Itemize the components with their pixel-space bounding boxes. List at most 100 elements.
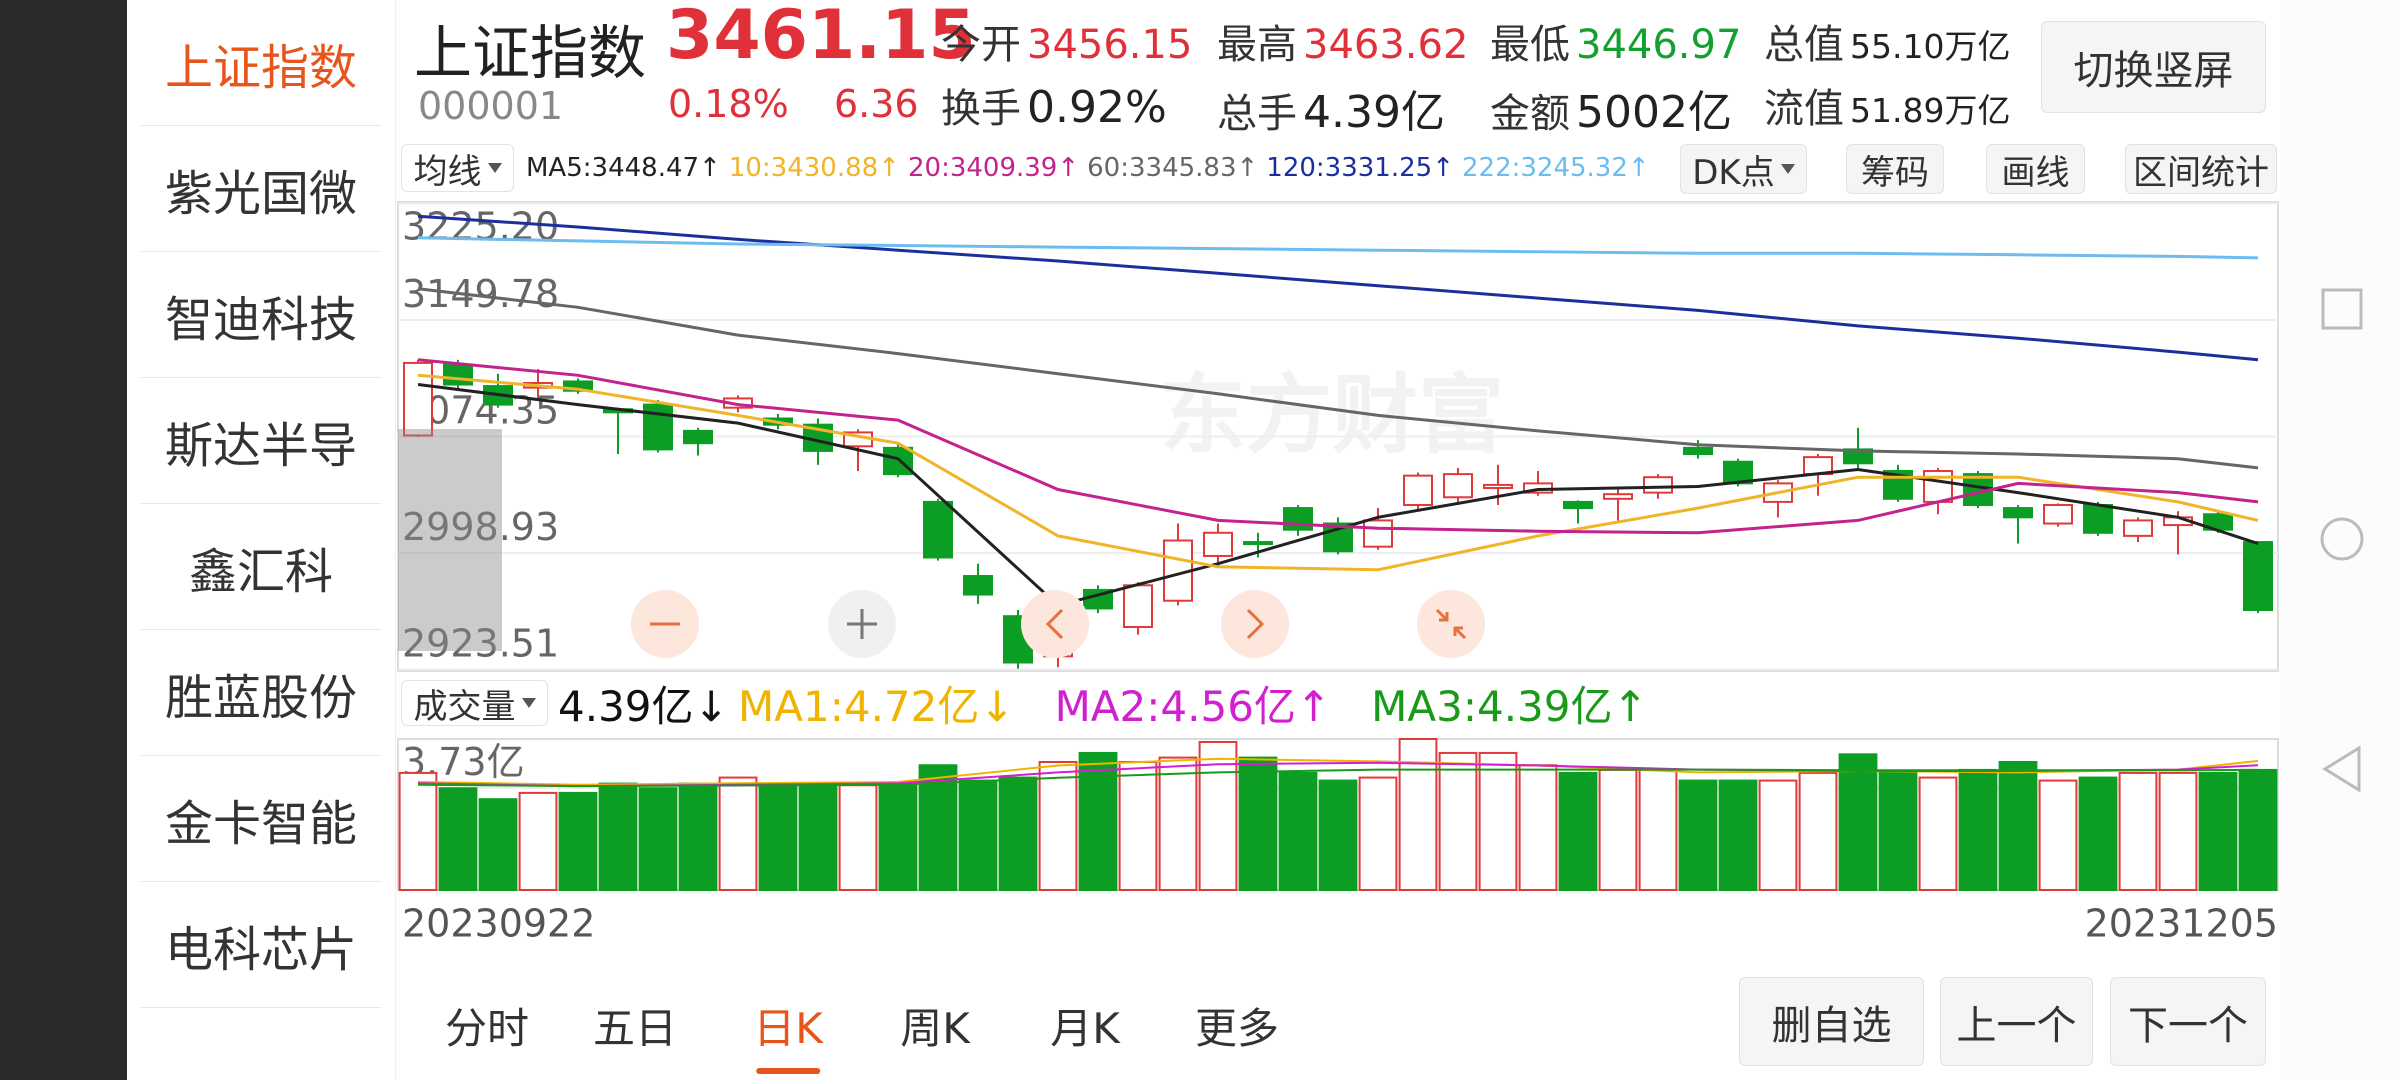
y-tick-label: 2998.93	[402, 505, 559, 549]
candle-body	[1323, 522, 1353, 553]
action-button[interactable]: 下一个	[2110, 977, 2266, 1066]
candle-body	[1683, 446, 1713, 456]
volume-bar	[1598, 768, 1638, 892]
candle-body	[643, 403, 673, 451]
candle-body	[1163, 539, 1193, 602]
x-tick-label: 20231205	[2085, 902, 2278, 946]
zoom-button[interactable]	[828, 590, 896, 658]
stock-item[interactable]: 智迪科技	[141, 252, 381, 378]
recent-button[interactable]	[2321, 288, 2363, 330]
candle-body	[1883, 470, 1913, 500]
stat: 流值 51.89万亿	[1764, 76, 2010, 134]
stock-item[interactable]: 鑫汇科	[141, 504, 381, 630]
ma-line	[417, 373, 2259, 572]
home-button[interactable]	[2320, 517, 2364, 561]
ma-line	[417, 358, 2259, 535]
tool-button[interactable]: 筹码	[1846, 144, 1944, 194]
tool-button[interactable]: 区间统计	[2125, 144, 2277, 194]
volume-current: 4.39亿↓	[558, 681, 729, 731]
volume-bar	[2198, 771, 2238, 891]
candle-body	[683, 429, 713, 445]
period-tab[interactable]: 更多	[1194, 1004, 1280, 1053]
legend-entry: MA5:3448.47↑	[526, 153, 721, 183]
y-tick-label: 3225.20	[402, 205, 559, 249]
zoom-button[interactable]	[1021, 590, 1089, 658]
candle-body	[923, 500, 953, 559]
period-tab[interactable]: 分时	[444, 1004, 530, 1053]
stock-item[interactable]: 电科芯片	[141, 882, 381, 1008]
ma-line	[417, 761, 2259, 788]
zoom-button[interactable]	[631, 590, 699, 658]
change-pct: 0.18%	[668, 82, 789, 126]
stock-item[interactable]: 上证指数	[141, 0, 381, 126]
candle-body	[1083, 588, 1113, 610]
stat-value: 0.92%	[1027, 82, 1167, 133]
ma-selector[interactable]: 均线	[401, 144, 514, 192]
candle-body	[1523, 482, 1553, 494]
zoom-button[interactable]	[1221, 590, 1289, 658]
volume-bar	[798, 782, 838, 891]
candle-body	[2043, 503, 2073, 525]
stock-item[interactable]: 斯达半导	[141, 378, 381, 504]
legend-entry: 20:3409.39↑	[907, 153, 1080, 183]
stat: 今开 3456.15	[941, 12, 1192, 70]
legend-entry: 60:3345.83↑	[1087, 153, 1259, 183]
ma-line	[417, 768, 2259, 788]
period-tab[interactable]: 月K	[1050, 1004, 1120, 1053]
back-button[interactable]	[2322, 745, 2361, 793]
candle-body	[2083, 503, 2113, 534]
ma-line	[417, 236, 2259, 260]
candle-body	[1443, 473, 1473, 499]
volume-bar	[558, 791, 598, 891]
stat-label: 总值	[1764, 22, 1844, 68]
volume-bar	[1118, 760, 1158, 892]
volume-bar	[1238, 756, 1278, 891]
volume-bar	[438, 787, 478, 892]
orientation-button[interactable]: 切换竖屏	[2041, 21, 2266, 113]
zoom-icon	[1435, 608, 1467, 640]
ma-line	[417, 287, 2259, 470]
candle-body	[803, 423, 833, 452]
x-tick-label: 20230922	[402, 902, 595, 946]
stat: 总值 55.10万亿	[1764, 12, 2010, 70]
action-button[interactable]: 上一个	[1940, 977, 2093, 1066]
stock-item[interactable]: 胜蓝股份	[141, 630, 381, 756]
volume-bar	[1398, 738, 1438, 891]
action-button[interactable]: 删自选	[1739, 977, 1924, 1066]
candle-body	[1203, 531, 1233, 557]
scroll-shade	[398, 429, 502, 651]
volume-bar	[1798, 771, 1838, 891]
volume-bar	[838, 784, 878, 892]
volume-bar	[1518, 764, 1558, 891]
stock-code: 000001	[418, 84, 564, 128]
tool-button[interactable]: 画线	[1986, 144, 2085, 194]
stat-value: 55.10万亿	[1850, 27, 2011, 66]
volume-selector[interactable]: 成交量	[401, 680, 548, 727]
tool-button[interactable]: DK点	[1680, 144, 1807, 194]
period-tab[interactable]: 周K	[900, 1004, 970, 1053]
zoom-button[interactable]	[1417, 590, 1485, 658]
candle-body	[1363, 519, 1393, 548]
ma-line	[417, 383, 2259, 608]
stat: 金额 5002亿	[1490, 76, 1732, 140]
stat-label: 流值	[1764, 86, 1844, 132]
period-tab[interactable]: 五日	[592, 1004, 678, 1053]
candle-body	[1243, 541, 1273, 546]
candle-body	[2123, 519, 2153, 537]
volume-bar	[1158, 756, 1198, 891]
stock-item[interactable]: 金卡智能	[141, 756, 381, 882]
volume-bar	[1918, 776, 1958, 892]
volume-bar	[398, 771, 438, 891]
volume-bar	[2038, 779, 2078, 891]
stock-item[interactable]: 紫光国微	[141, 126, 381, 252]
stat-value: 5002亿	[1576, 87, 1732, 138]
period-tab[interactable]: 日K	[753, 995, 823, 1074]
candle-body	[603, 408, 633, 414]
stat-value: 3456.15	[1027, 22, 1193, 68]
watermark: 东方财富	[1160, 365, 1504, 465]
stat-label: 今开	[941, 22, 1021, 68]
candle-body	[1403, 474, 1433, 506]
candle-body	[2203, 513, 2233, 531]
volume-bar	[1758, 779, 1798, 891]
